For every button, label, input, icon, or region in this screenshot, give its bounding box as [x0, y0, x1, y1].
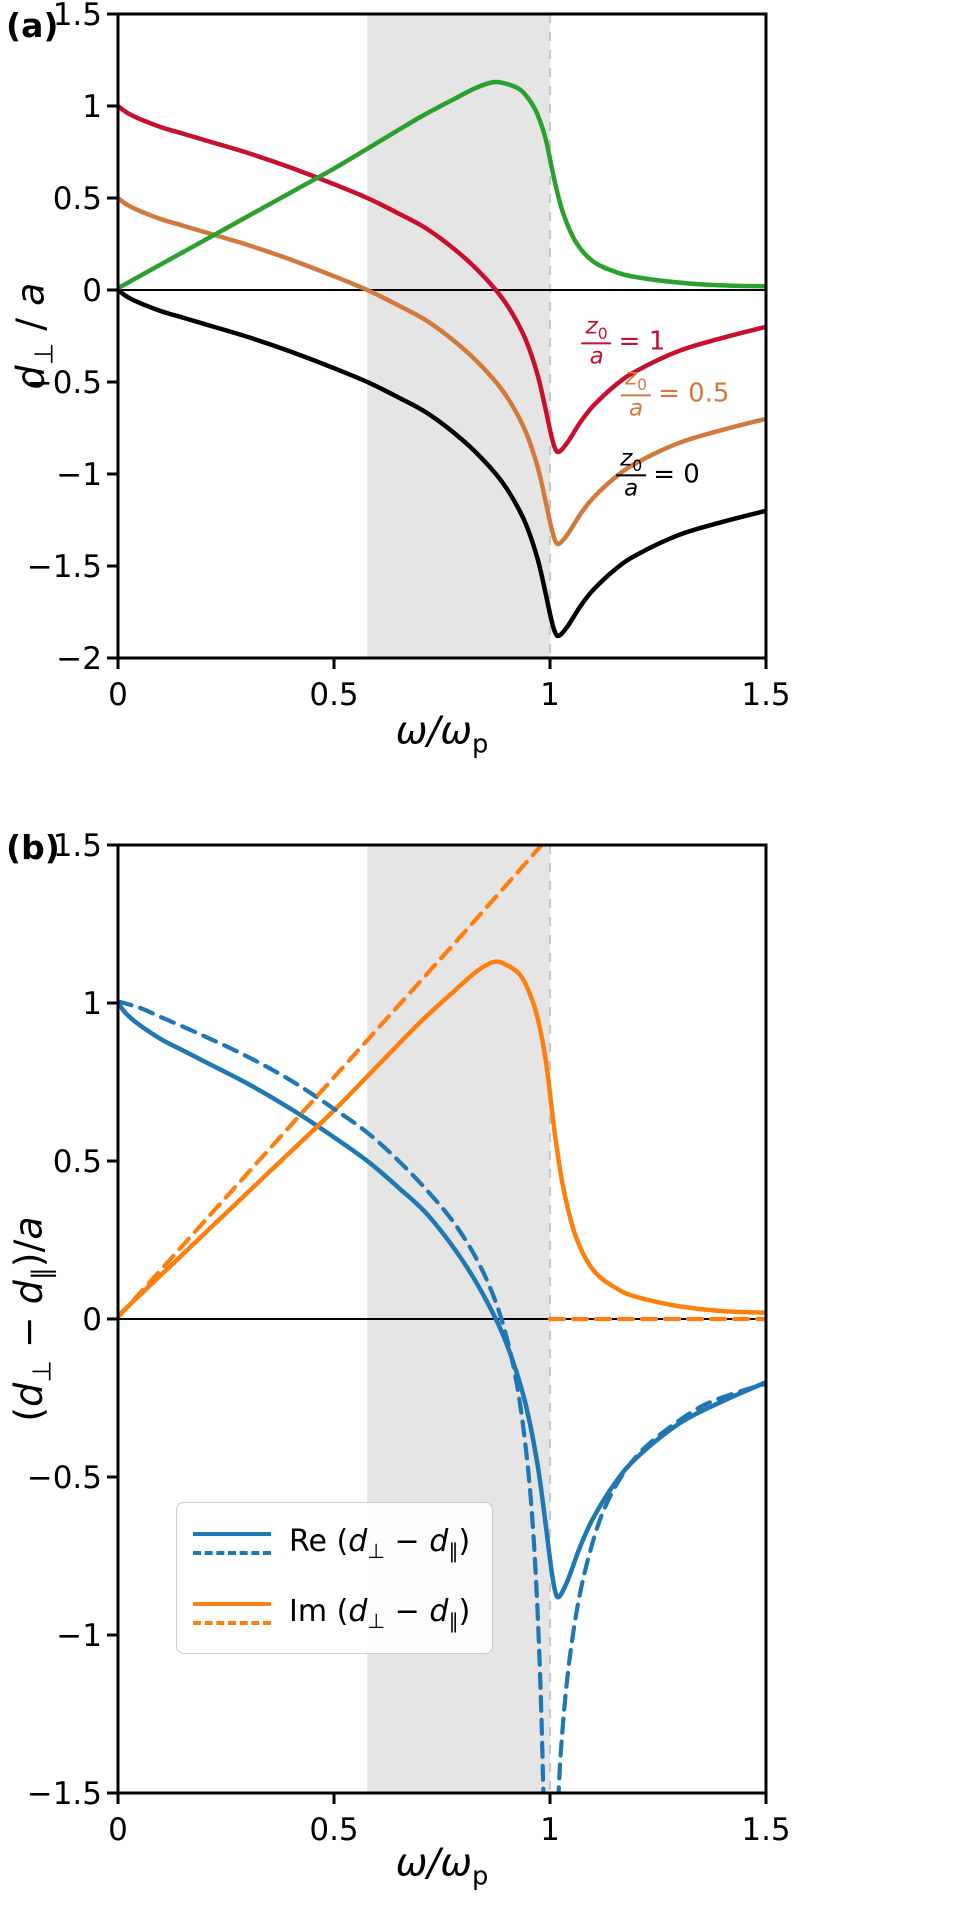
- x-tick-label: 0: [108, 1812, 128, 1848]
- legend-entry-0: Re (d⊥ − d∥): [193, 1517, 470, 1569]
- minus-sign: −: [6, 1304, 51, 1361]
- legend-solid-line: [193, 1531, 271, 1536]
- series-re-dperp-z0a-05: [118, 195, 766, 547]
- close-paren-slash: )/: [6, 1239, 51, 1268]
- y-tick-label: 0: [82, 273, 102, 309]
- y-tick-label: 0.5: [53, 1144, 102, 1180]
- panel-a: 0 0.5 1 1.5 1.5 1 0.5 0 −0.5 −1 −1.5 −2: [27, 0, 791, 713]
- panel-b-label: (b): [6, 828, 60, 867]
- omega-symbol: ω/ω: [395, 1840, 473, 1885]
- a-symbol: a: [8, 282, 53, 306]
- divide-separator: /: [8, 305, 53, 343]
- parallel-subscript: ∥: [27, 1267, 58, 1281]
- d-symbol: d: [8, 365, 53, 390]
- omega-symbol: ω/ω: [395, 708, 473, 753]
- series-im-dperp: [118, 79, 766, 291]
- legend-entry-label: Re (d⊥ − d∥): [289, 1523, 471, 1563]
- panel-b-xaxis-title: ω/ωp: [396, 1841, 489, 1892]
- legend-solid-line: [193, 1601, 271, 1606]
- y-tick-label: 1.5: [53, 0, 102, 33]
- series-im-dashed-left: [118, 845, 545, 1320]
- legend-entry-1: Im (d⊥ − d∥): [193, 1587, 470, 1639]
- series-re-dashed-left: [118, 999, 546, 1793]
- panel-b-legend: Re (d⊥ − d∥) Im (d⊥ − d∥): [176, 1502, 494, 1654]
- a-symbol: a: [6, 1216, 51, 1240]
- series-re-dashed-right: [556, 1381, 766, 1793]
- legend-dashed-line: [193, 1550, 271, 1555]
- panel-b: 0 0.5 1 1.5 1.5 1 0.5 0 −0.5 −1 −1.5: [27, 828, 791, 1848]
- panel-a-yaxis-title: d⊥ / a: [9, 283, 60, 390]
- y-tick-label: −1: [56, 1618, 102, 1654]
- series-im-solid: [118, 959, 766, 1319]
- open-paren: (: [6, 1406, 51, 1422]
- y-tick-label: 1: [82, 986, 102, 1022]
- perp-subscript: ⊥: [27, 1360, 58, 1383]
- x-tick-label: 1.5: [741, 1812, 790, 1848]
- y-tick-label: 0.5: [53, 181, 102, 217]
- y-tick-label: −0.5: [27, 1460, 102, 1496]
- axes-frame: [116, 12, 768, 660]
- panel-a-label: (a): [6, 6, 59, 45]
- y-tick-label: −1.5: [27, 549, 102, 585]
- panel-b-yaxis-title: (d⊥ − d∥)/a: [7, 1216, 58, 1421]
- y-tick-label: −1.5: [27, 1776, 102, 1812]
- d-symbol: d: [6, 1382, 51, 1407]
- panel-a-xaxis-title: ω/ωp: [396, 709, 489, 760]
- y-tick-label: 0: [82, 1302, 102, 1338]
- x-tick-label: 1.5: [741, 677, 790, 713]
- d-symbol: d: [6, 1280, 51, 1305]
- series-re-dperp-z0a-0: [118, 287, 766, 639]
- legend-dashed-line: [193, 1620, 271, 1625]
- omega-subscript: p: [472, 1861, 489, 1892]
- y-tick-label: 1.5: [53, 828, 102, 864]
- series-re-dperp-z0a-1: [118, 103, 766, 455]
- x-tick-label: 0.5: [309, 1812, 358, 1848]
- y-tick-label: −2: [56, 641, 102, 677]
- shaded-band: [367, 14, 550, 658]
- x-tick-label: 1: [540, 677, 560, 713]
- omega-subscript: p: [472, 729, 489, 760]
- x-tick-label: 1: [540, 1812, 560, 1848]
- y-tick-label: −0.5: [27, 365, 102, 401]
- y-tick-label: −1: [56, 457, 102, 493]
- perp-subscript: ⊥: [29, 342, 60, 366]
- x-tick-label: 0: [108, 677, 128, 713]
- legend-entry-label: Im (d⊥ − d∥): [289, 1593, 471, 1633]
- x-tick-label: 0.5: [309, 677, 358, 713]
- y-tick-label: 1: [82, 89, 102, 125]
